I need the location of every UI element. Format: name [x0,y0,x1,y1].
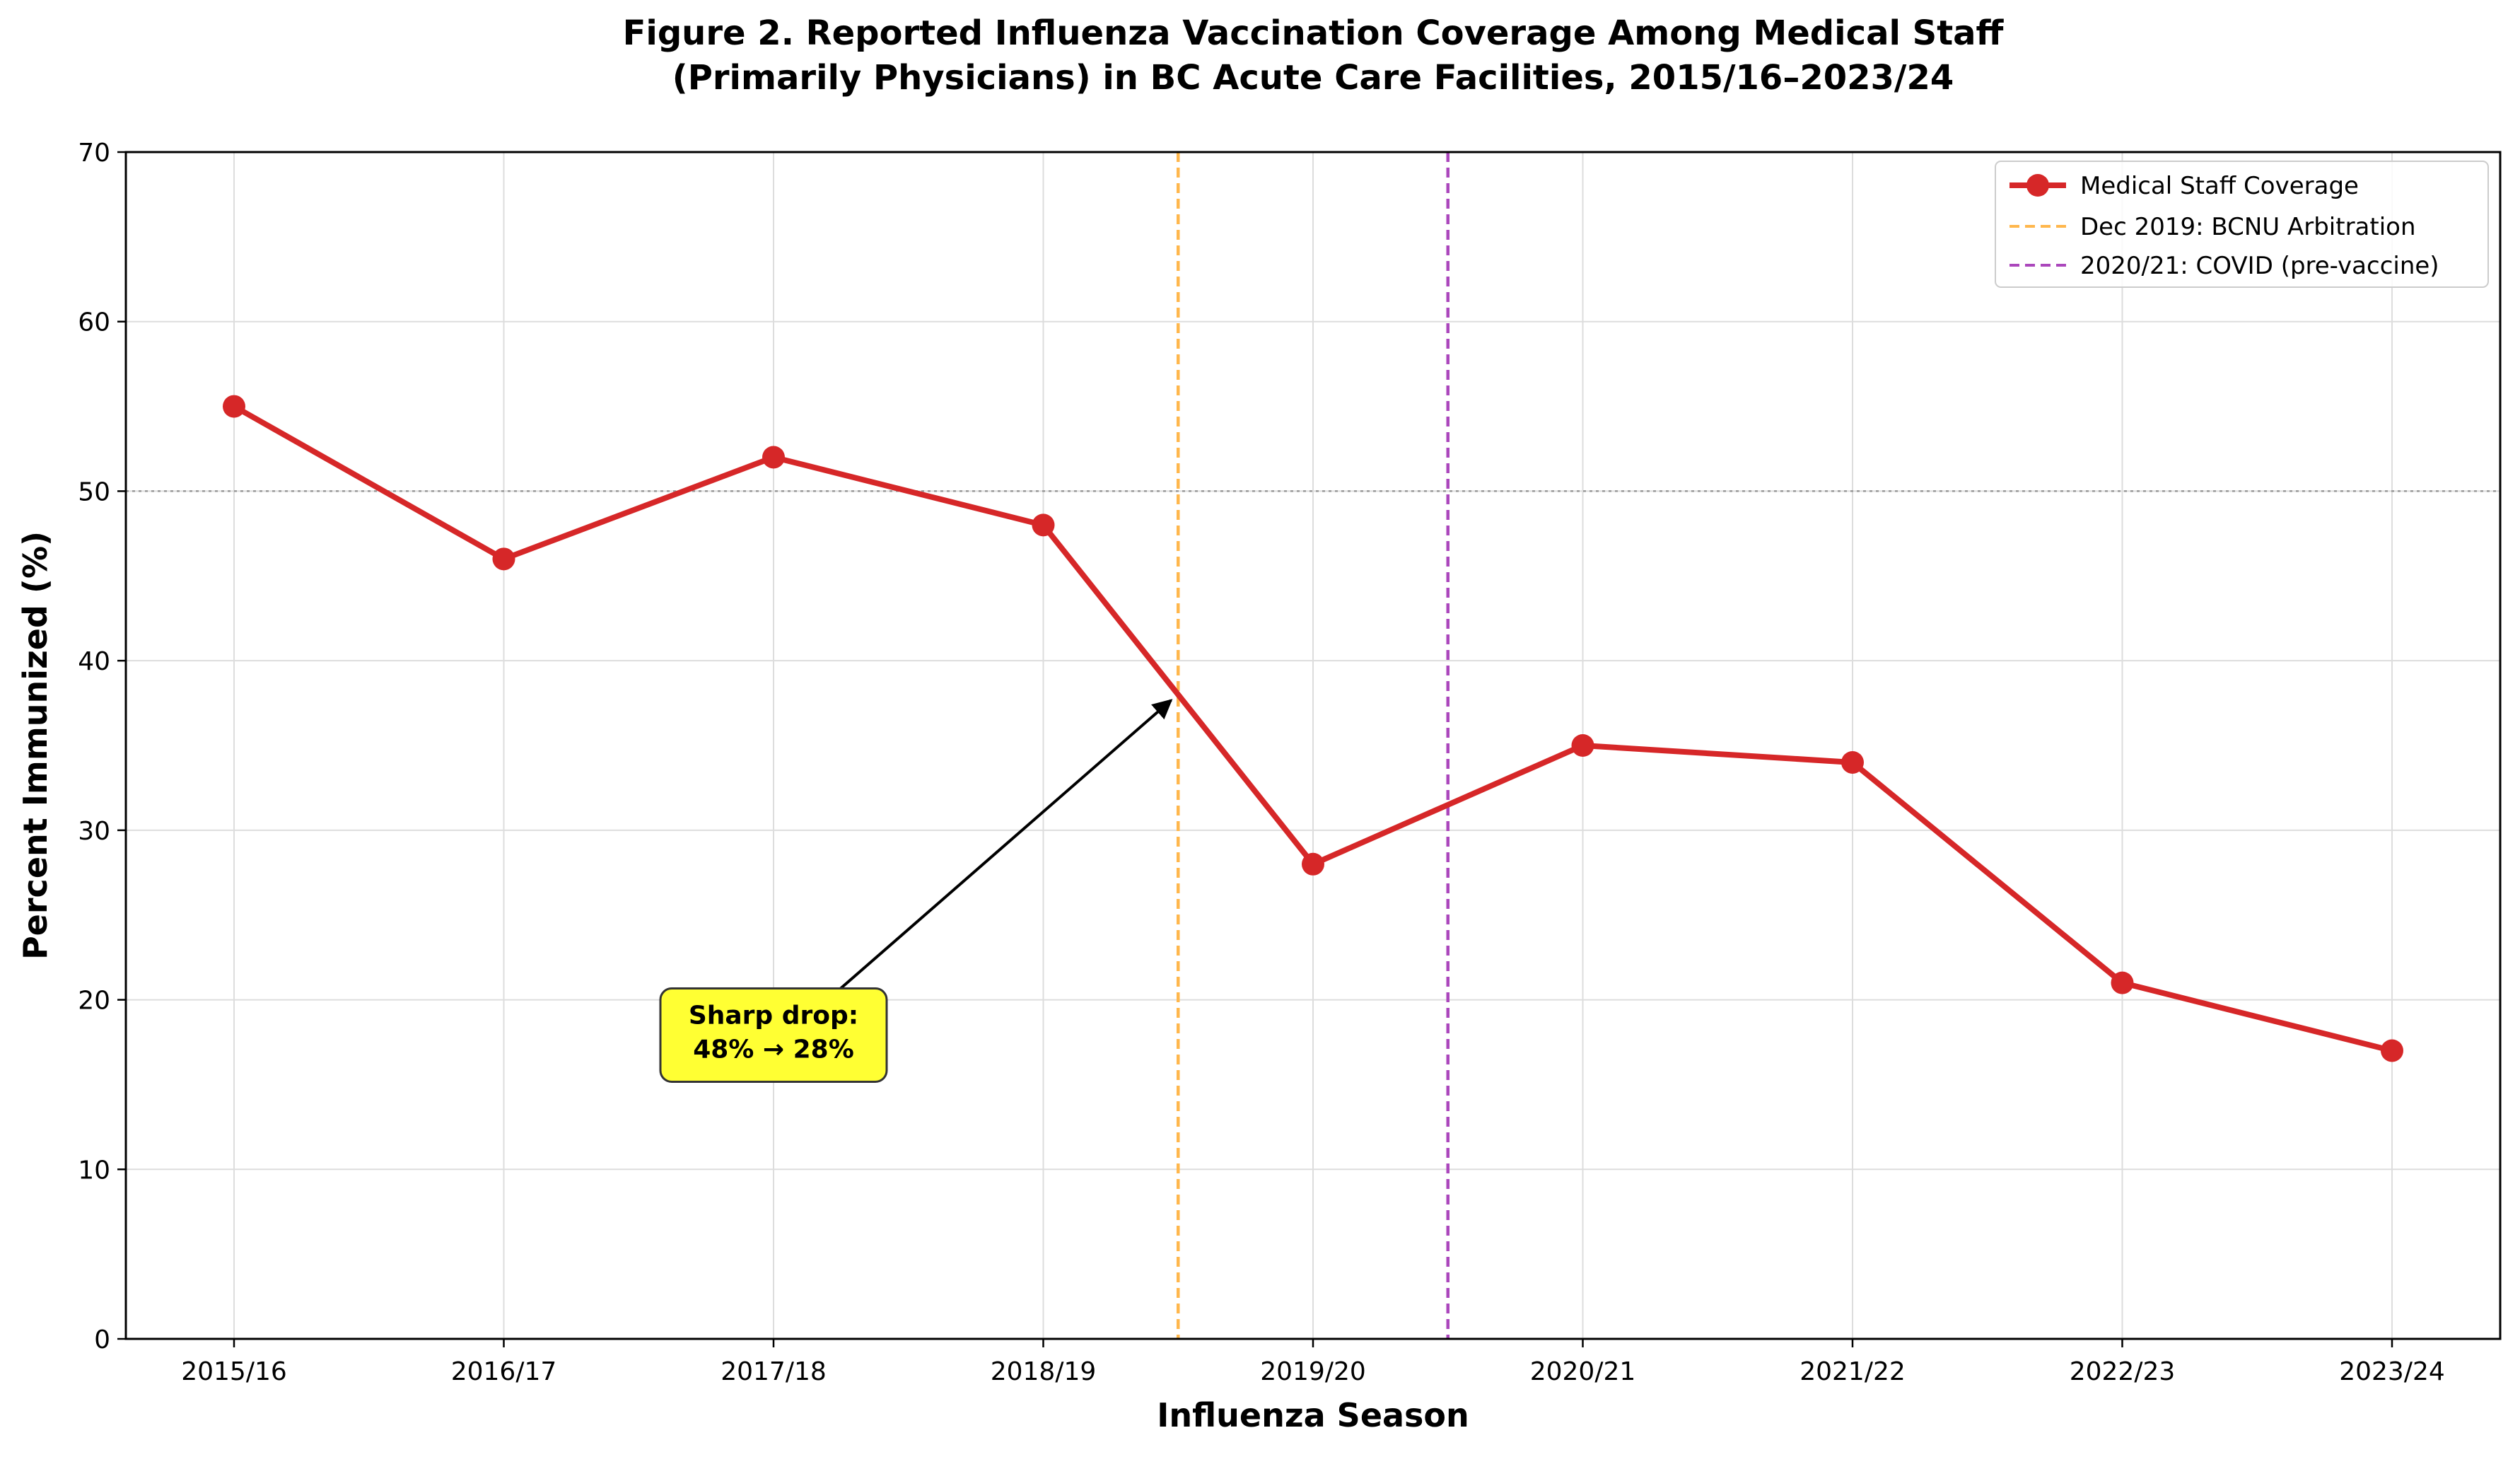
data-point [223,395,245,418]
y-tick-label: 30 [78,817,110,846]
data-point [2381,1039,2403,1062]
y-axis-ticks: 0 10 20 30 40 50 60 70 [78,139,126,1354]
x-axis-ticks: 2015/16 2016/17 2017/18 2018/19 2019/20 2020/… [181,1339,2445,1386]
data-point [1571,734,1594,757]
series-layer [223,395,2403,1062]
legend-label-series: Medical Staff Coverage [2080,172,2359,200]
chart-title-line-1: Figure 2. Reported Influenza Vaccination… [623,13,2005,53]
y-axis-label: Percent Immunized (%) [16,531,54,960]
grid-layer [126,152,2500,1339]
annotation-text: 48% → 28% [693,1035,854,1064]
x-axis-label: Influenza Season [1157,1396,1469,1434]
annotation-layer: Sharp drop: 48% → 28% [659,699,1173,1083]
legend: Medical Staff Coverage Dec 2019: BCNU Ar… [1995,161,2489,288]
chart-title-line-2: (Primarily Physicians) in BC Acute Care … [672,58,1954,98]
data-point [2111,971,2134,994]
x-tick-label: 2020/21 [1530,1357,1636,1386]
y-tick-label: 10 [78,1156,110,1185]
data-point [1302,852,1324,876]
legend-swatch-marker [2026,174,2049,197]
y-tick-label: 60 [78,308,110,337]
annotation-box [659,987,888,1083]
x-tick-label: 2022/23 [2070,1357,2176,1386]
legend-box [1995,161,2489,288]
data-point [762,446,785,469]
x-tick-label: 2019/20 [1260,1357,1366,1386]
event-lines [1177,152,1449,1339]
data-point [1841,750,1864,774]
annotation-text: Sharp drop: [689,1001,858,1030]
y-tick-label: 20 [78,987,110,1016]
y-tick-label: 70 [78,139,110,168]
x-tick-label: 2018/19 [991,1357,1097,1386]
legend-label-covid: 2020/21: COVID (pre-vaccine) [2080,252,2439,280]
x-tick-label: 2023/24 [2339,1357,2445,1386]
annotation-arrow [829,699,1173,999]
x-tick-label: 2021/22 [1799,1357,1906,1386]
y-tick-label: 50 [78,477,110,506]
x-tick-label: 2015/16 [181,1357,287,1386]
x-tick-label: 2017/18 [721,1357,827,1386]
x-tick-label: 2016/17 [451,1357,557,1386]
y-tick-label: 40 [78,647,110,676]
data-point [492,547,515,571]
y-tick-label: 0 [94,1325,110,1354]
data-point [1032,513,1055,537]
legend-label-bcnu: Dec 2019: BCNU Arbitration [2080,213,2416,241]
